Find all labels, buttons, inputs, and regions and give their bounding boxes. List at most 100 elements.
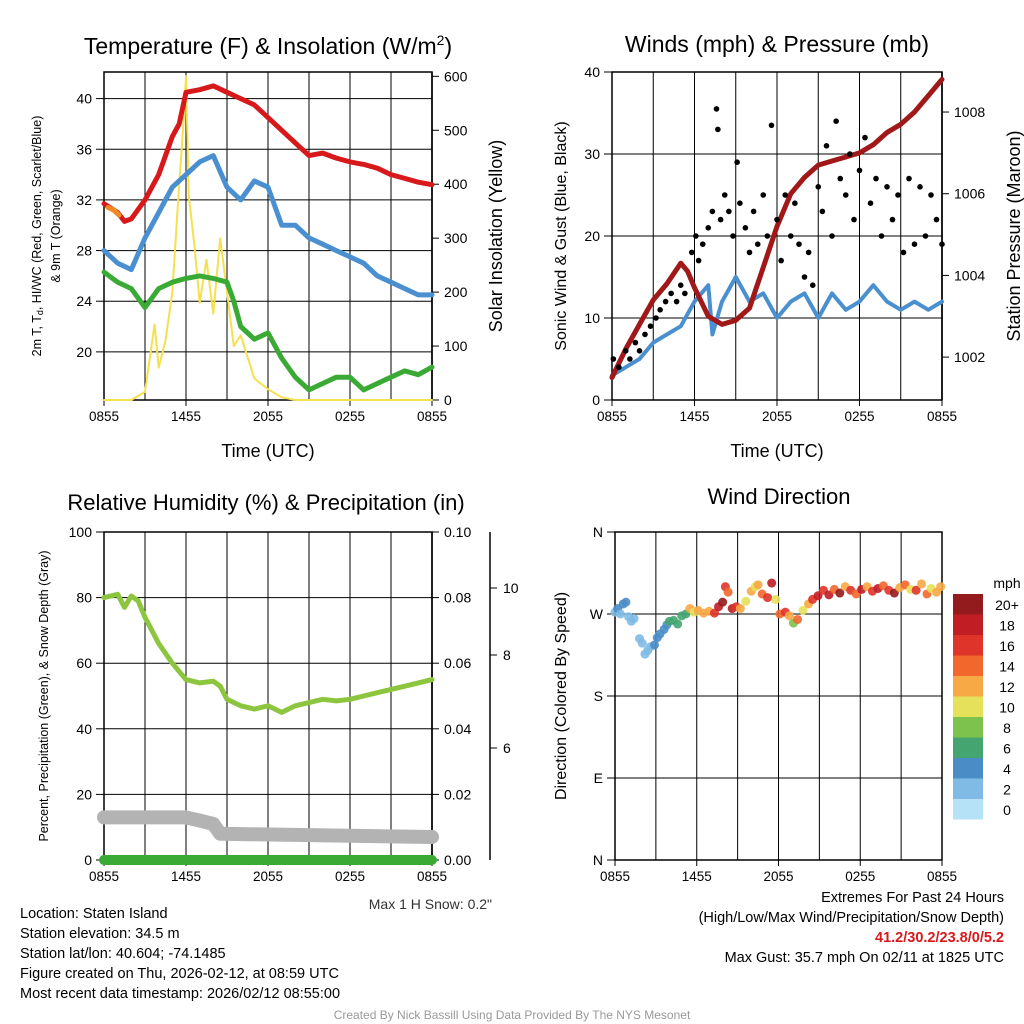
- gust-point: [801, 274, 808, 280]
- x-tick-label: 0855: [927, 869, 957, 884]
- direction-point: [798, 605, 808, 615]
- direction-point: [718, 597, 728, 607]
- gust-point: [764, 233, 771, 239]
- legend-swatch: [953, 799, 983, 820]
- gust-point: [709, 208, 716, 215]
- y-tick-label: 0: [592, 392, 600, 408]
- legend-label: 0: [1003, 802, 1011, 818]
- right-y-tick-label: 500: [444, 122, 468, 138]
- x-tick-label: 0255: [845, 869, 875, 884]
- direction-point: [673, 619, 683, 629]
- y-tick-label: 28: [76, 243, 92, 259]
- gust-point: [693, 233, 699, 239]
- legend-label: 6: [1003, 741, 1011, 757]
- x-tick-label: 1455: [171, 409, 201, 424]
- right-y-tick-label: 1008: [954, 104, 985, 120]
- gust-point: [668, 290, 674, 297]
- series-station-pressure: [609, 76, 945, 380]
- y-tick-label: 80: [76, 590, 92, 606]
- right-y-tick-label: 0: [444, 392, 452, 408]
- gust-point: [713, 106, 720, 112]
- gust-point: [878, 233, 885, 239]
- gust-point: [677, 282, 684, 289]
- y-tick-label: 20: [76, 344, 92, 360]
- y2-axis-label: Solar Insolation (Yellow): [486, 140, 506, 332]
- series-9m-temperature: [105, 205, 122, 218]
- location-text: Location: Staten Island: [20, 906, 168, 922]
- y2-axis-label: Station Pressure (Maroon): [1004, 130, 1024, 341]
- direction-point: [813, 591, 823, 601]
- gust-point: [688, 249, 695, 256]
- y-tick-label: 100: [69, 524, 93, 540]
- right-y-tick-label: 400: [444, 176, 468, 192]
- legend-label: 8: [1003, 720, 1011, 736]
- direction-point: [741, 596, 751, 606]
- x-tick-label: 0255: [335, 409, 365, 424]
- y-tick-label: 40: [76, 91, 92, 107]
- gust-point: [911, 241, 918, 247]
- y-tick-label: 24: [76, 293, 92, 309]
- y-axis-label: Percent, Precipitation (Green), & Snow D…: [37, 550, 51, 841]
- extremes-values: 41.2/30.2/23.8/0/5.2: [875, 930, 1004, 946]
- series-solar-insolation: [103, 75, 433, 401]
- gust-point: [730, 233, 736, 239]
- legend-swatch: [953, 594, 983, 615]
- gust-point: [726, 208, 732, 215]
- legend-label: 12: [999, 679, 1015, 695]
- x-tick-label: 0855: [597, 409, 627, 424]
- gust-point: [627, 356, 633, 362]
- gust-point: [746, 249, 753, 256]
- direction-point: [753, 580, 763, 590]
- y-axis-label: Sonic Wind & Gust (Blue, Black): [553, 121, 570, 350]
- x-tick-label: 2055: [253, 409, 283, 424]
- direction-point: [621, 597, 631, 607]
- direction-point: [650, 640, 660, 650]
- direction-point: [917, 579, 927, 589]
- y-axis-label: 2m T, Td, HI/WC (Red, Green, Scarlet/Blu…: [30, 116, 45, 357]
- direction-point: [911, 585, 921, 595]
- right-y-tick-label: 0.10: [444, 524, 471, 540]
- snow-axis-tick-label: 8: [503, 647, 511, 663]
- legend-label: 4: [1003, 761, 1011, 777]
- direction-point: [763, 593, 773, 603]
- y-tick-label: W: [590, 606, 604, 622]
- gust-point: [662, 298, 669, 305]
- right-y-tick-label: 0.04: [444, 721, 471, 737]
- direction-point: [767, 578, 777, 588]
- gust-point: [760, 192, 767, 198]
- legend-swatch: [953, 635, 983, 656]
- gust-point: [819, 208, 826, 215]
- direction-point: [793, 614, 803, 624]
- legend-label: 20+: [995, 597, 1019, 613]
- gust-point: [842, 192, 849, 198]
- legend-swatch: [953, 696, 983, 717]
- y-tick-label: 40: [584, 64, 600, 80]
- gust-point: [939, 241, 945, 247]
- x-tick-label: 0855: [927, 409, 957, 424]
- y-tick-label: S: [594, 688, 603, 704]
- gust-point: [922, 233, 929, 239]
- right-y-tick-label: 1002: [954, 349, 985, 365]
- legend-label: 10: [999, 700, 1015, 716]
- gust-point: [889, 216, 896, 223]
- y-axis-label: Direction (Colored By Speed): [553, 592, 570, 800]
- direction-point: [824, 590, 834, 600]
- x-tick-label: 1455: [679, 409, 709, 424]
- gust-point: [833, 118, 839, 124]
- gust-point: [884, 184, 890, 190]
- station-info: Location: Staten Island Station elevatio…: [20, 904, 340, 1004]
- gust-point: [796, 241, 802, 247]
- series-2m-temperature: [101, 83, 435, 224]
- chart-title-temperature: Temperature (F) & Insolation (W/m2): [84, 32, 452, 59]
- gust-point: [622, 348, 629, 354]
- gust-point: [717, 216, 724, 223]
- gust-point: [742, 225, 749, 231]
- gust-point: [873, 175, 879, 182]
- gust-point: [847, 151, 853, 157]
- snow-axis-tick-label: 10: [503, 580, 519, 596]
- x-tick-label: 1455: [682, 869, 712, 884]
- extremes-info: Extremes For Past 24 Hours (High/Low/Max…: [699, 888, 1004, 968]
- gust-point: [933, 216, 940, 223]
- legend-swatch: [953, 717, 983, 738]
- gust-point: [734, 159, 740, 165]
